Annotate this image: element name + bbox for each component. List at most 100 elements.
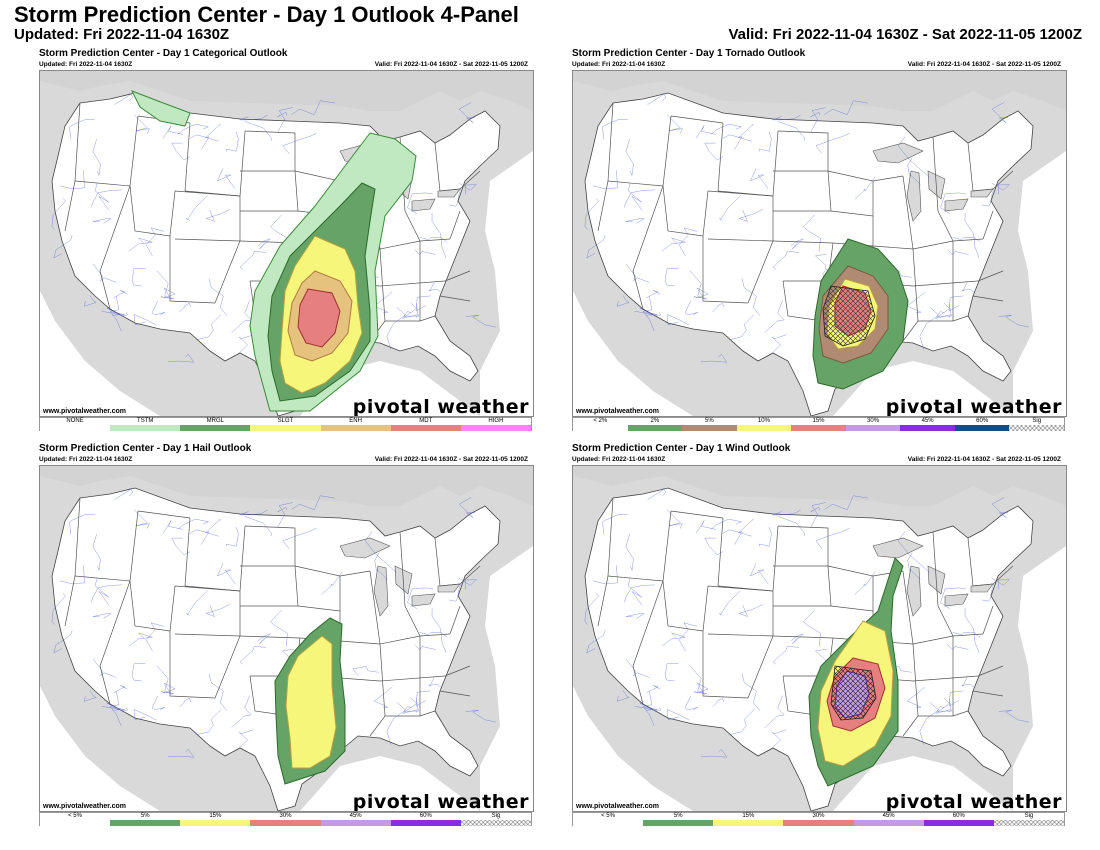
legend-swatch bbox=[573, 425, 628, 431]
legend-item: 10% bbox=[736, 418, 792, 431]
river-line bbox=[414, 644, 436, 651]
river-line bbox=[961, 282, 974, 293]
river-line bbox=[952, 631, 981, 638]
river-line bbox=[750, 168, 769, 190]
river-line bbox=[458, 182, 477, 195]
state-border bbox=[444, 270, 471, 282]
river-line bbox=[238, 729, 254, 749]
river-line bbox=[374, 552, 388, 580]
legend-swatch bbox=[993, 820, 1064, 826]
pacific-ocean bbox=[40, 686, 160, 811]
state-border bbox=[169, 236, 216, 304]
river-line bbox=[719, 590, 741, 616]
river-line bbox=[712, 698, 725, 708]
state-border bbox=[977, 665, 1004, 677]
river-line bbox=[810, 112, 821, 118]
legend-swatch bbox=[845, 425, 901, 431]
panel-updated: Updated: Fri 2022-11-04 1630Z bbox=[572, 456, 666, 463]
river-line bbox=[415, 690, 431, 707]
river-line bbox=[92, 658, 117, 678]
river-line bbox=[156, 665, 174, 694]
valid-time: Valid: Fri 2022-11-04 1630Z - Sat 2022-1… bbox=[728, 26, 1082, 43]
river-line bbox=[205, 604, 230, 617]
river-line bbox=[750, 563, 769, 585]
river-line bbox=[661, 237, 686, 252]
river-line bbox=[59, 565, 85, 585]
state-border bbox=[912, 675, 979, 682]
legend-swatch bbox=[736, 425, 792, 431]
river-line bbox=[666, 709, 690, 721]
river-line bbox=[815, 133, 850, 154]
great-lake bbox=[944, 198, 969, 212]
legend-item: TSTM bbox=[110, 418, 181, 431]
river-line bbox=[700, 353, 728, 363]
pacific-ocean bbox=[573, 291, 693, 416]
rivers bbox=[584, 92, 1029, 369]
river-line bbox=[664, 268, 679, 287]
legend-swatch bbox=[923, 820, 994, 826]
river-line bbox=[592, 565, 618, 585]
river-line bbox=[602, 514, 628, 535]
river-line bbox=[277, 112, 288, 118]
legend-label: 45% bbox=[349, 813, 362, 819]
legend-item: HIGH bbox=[460, 418, 531, 431]
state-border bbox=[339, 677, 381, 682]
legend-label: 30% bbox=[812, 813, 825, 819]
river-line bbox=[321, 571, 343, 595]
river-line bbox=[106, 296, 120, 315]
state-border bbox=[607, 575, 664, 582]
state-border bbox=[717, 190, 774, 197]
river-line bbox=[616, 295, 630, 307]
state-border bbox=[339, 640, 381, 645]
river-line bbox=[815, 528, 850, 549]
legend-label: 60% bbox=[952, 813, 965, 819]
state-border bbox=[607, 180, 664, 187]
state-border bbox=[967, 142, 994, 192]
legend-item: 30% bbox=[250, 813, 321, 826]
state-border bbox=[449, 605, 461, 635]
river-line bbox=[584, 592, 599, 625]
state-border bbox=[872, 175, 904, 182]
river-line bbox=[448, 583, 462, 602]
state-border bbox=[662, 115, 672, 187]
river-line bbox=[51, 197, 66, 230]
river-line bbox=[759, 131, 772, 152]
state-border bbox=[662, 580, 704, 632]
river-line bbox=[59, 170, 85, 190]
river-line bbox=[998, 710, 1029, 723]
river-line bbox=[738, 604, 763, 617]
legend-item: 60% bbox=[954, 418, 1010, 431]
map-canvas bbox=[40, 466, 533, 811]
river-line bbox=[448, 188, 462, 207]
legend-item: Sig bbox=[1009, 418, 1064, 431]
map-canvas bbox=[573, 71, 1066, 416]
state-border bbox=[214, 635, 241, 699]
river-line bbox=[244, 516, 272, 536]
state-border bbox=[982, 605, 994, 635]
river-line bbox=[627, 578, 643, 606]
river-line bbox=[257, 238, 271, 250]
legend-label: 2% bbox=[650, 418, 660, 424]
river-line bbox=[91, 584, 122, 603]
state-border bbox=[99, 580, 131, 705]
state-border bbox=[184, 190, 241, 197]
outlook-map: www.pivotalweather.com pivotal weather bbox=[572, 465, 1067, 812]
legend-item: 45% bbox=[900, 418, 955, 431]
panel-title: Storm Prediction Center - Day 1 Categori… bbox=[39, 48, 288, 59]
river-line bbox=[981, 583, 995, 602]
state-border bbox=[129, 185, 171, 237]
state-borders bbox=[597, 497, 1014, 737]
great-lake bbox=[944, 593, 969, 607]
brand-logo: pivotal weather bbox=[885, 396, 1062, 417]
legend-item: ENH bbox=[320, 418, 391, 431]
river-line bbox=[415, 295, 431, 312]
state-border bbox=[982, 210, 994, 240]
legend-label: Sig bbox=[491, 813, 501, 819]
river-line bbox=[897, 531, 930, 573]
state-border bbox=[772, 130, 779, 197]
river-line bbox=[919, 306, 939, 350]
legend-item: 5% bbox=[110, 813, 181, 826]
panel-valid: Valid: Fri 2022-11-04 1630Z - Sat 2022-1… bbox=[374, 456, 528, 463]
rivers bbox=[51, 487, 496, 764]
state-border bbox=[99, 185, 131, 310]
